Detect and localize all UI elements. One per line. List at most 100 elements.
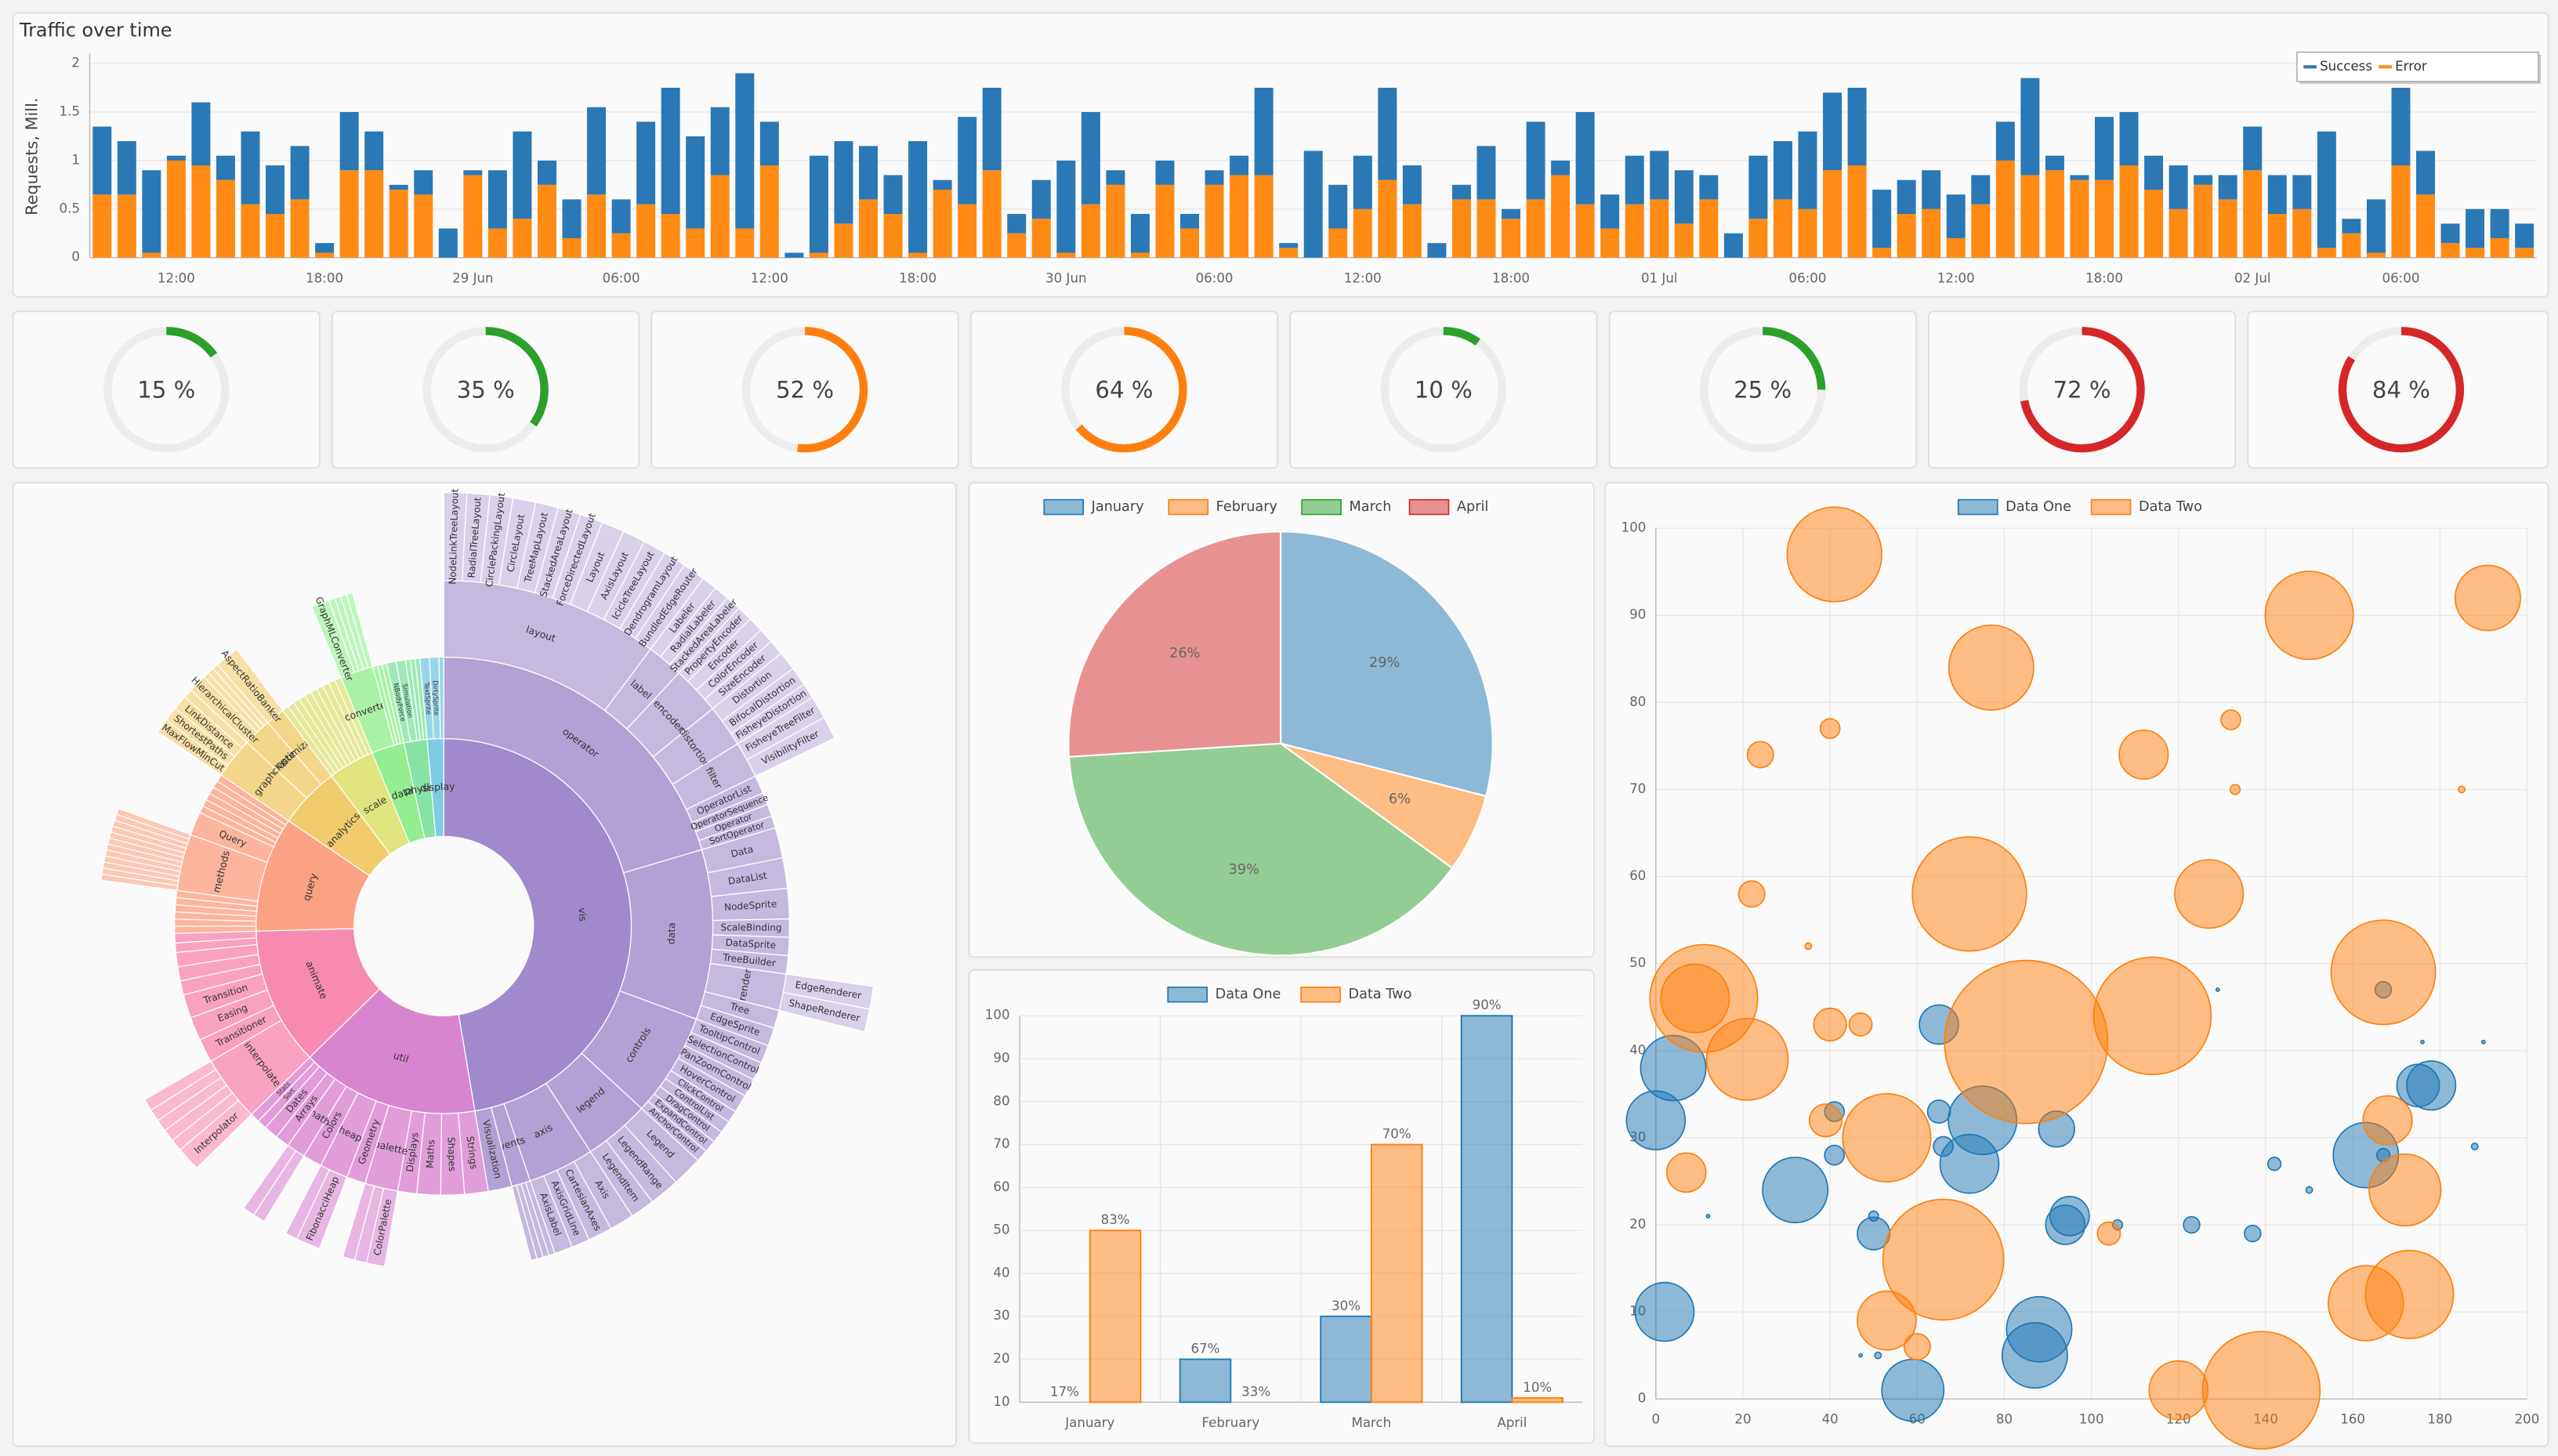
bar-segment xyxy=(92,194,112,258)
bubble xyxy=(2092,956,2212,1076)
panel xyxy=(969,310,1278,469)
bubble xyxy=(1819,718,1841,739)
bubble xyxy=(1858,1353,1863,1358)
bar-segment xyxy=(611,199,631,234)
bar-segment xyxy=(1551,175,1571,258)
bubble xyxy=(2183,1215,2201,1234)
bubble xyxy=(2005,1295,2073,1363)
sunburst-label: util xyxy=(392,1049,410,1065)
bar-label: 67% xyxy=(1191,1342,1220,1356)
bar-label: 83% xyxy=(1101,1212,1130,1227)
legend-swatch xyxy=(1301,498,1342,516)
bar-segment xyxy=(1279,248,1299,258)
bar-segment xyxy=(1922,208,1941,258)
legend-label: April xyxy=(1457,499,1488,515)
bar-segment xyxy=(1847,165,1867,258)
pie-label: 29% xyxy=(1369,655,1400,671)
bubble xyxy=(1813,1007,1847,1042)
gauge-value: 72 % xyxy=(2053,376,2111,403)
bubble xyxy=(2244,1224,2262,1243)
y-tick-label: 1.5 xyxy=(60,103,80,118)
bar-segment xyxy=(537,160,556,185)
bubble xyxy=(2264,570,2354,661)
y-tick-label: 60 xyxy=(993,1179,1009,1194)
bar-segment xyxy=(1451,184,1471,200)
x-tick-label: 0 xyxy=(1652,1412,1661,1427)
bar-segment xyxy=(1353,155,1372,209)
bar-segment xyxy=(1353,208,1372,258)
bar-segment xyxy=(1378,179,1397,258)
bar-segment xyxy=(710,107,730,176)
bar-segment xyxy=(1254,88,1274,176)
bar-segment xyxy=(859,146,878,200)
bubble xyxy=(2118,729,2169,781)
y-tick-label: 90 xyxy=(993,1051,1009,1066)
bubble xyxy=(2220,709,2241,730)
bar-segment xyxy=(315,252,335,258)
bar-segment xyxy=(1081,204,1100,258)
pie-label: 39% xyxy=(1229,862,1259,878)
bar-segment xyxy=(933,190,952,258)
bar-segment xyxy=(2243,126,2263,171)
sunburst-label: display xyxy=(420,781,455,794)
legend-swatch xyxy=(1043,498,1085,516)
legend-label: March xyxy=(1350,499,1392,515)
bar-segment xyxy=(2070,179,2089,258)
bar-segment xyxy=(1303,150,1323,258)
bar xyxy=(1179,1358,1232,1403)
bar-segment xyxy=(513,131,532,219)
gauge-arc xyxy=(2020,327,2145,453)
y-tick-label: 100 xyxy=(985,1008,1010,1023)
x-tick-label: 06:00 xyxy=(1789,270,1827,285)
bar-segment xyxy=(1180,214,1199,229)
gauge-arc xyxy=(1075,327,1187,453)
bar-segment xyxy=(1872,248,1892,258)
bar-segment xyxy=(241,204,260,258)
bar-segment xyxy=(2342,219,2361,234)
legend-label: Data Two xyxy=(2139,499,2202,515)
bar-segment xyxy=(2440,243,2460,258)
bubble xyxy=(2174,859,2245,929)
gauge-value: 35 % xyxy=(457,376,515,403)
legend-swatch xyxy=(1408,498,1450,516)
bubble xyxy=(1737,880,1766,908)
bar-segment xyxy=(487,228,507,258)
legend-label: Data One xyxy=(1216,987,1281,1002)
bar-segment xyxy=(636,121,656,205)
bar-segment xyxy=(216,179,235,258)
y-axis-label: Requests, Mill. xyxy=(23,98,42,216)
pie-slice xyxy=(1067,531,1282,758)
bar-segment xyxy=(2045,155,2064,171)
x-tick-label: 12:00 xyxy=(1344,270,1382,285)
bubble xyxy=(1881,1358,1945,1422)
bar-segment xyxy=(1378,88,1397,180)
bar-segment xyxy=(1575,204,1595,258)
bar-segment xyxy=(1279,243,1299,248)
bubble xyxy=(1874,1351,1882,1360)
bar-segment xyxy=(364,170,384,258)
bar-segment xyxy=(1823,92,1842,171)
bar-segment xyxy=(1798,131,1817,209)
bar-segment xyxy=(1674,170,1694,224)
bar-segment xyxy=(2515,223,2534,248)
bar-segment xyxy=(1922,170,1941,209)
bar-segment xyxy=(784,252,804,258)
bar-segment xyxy=(1056,160,1076,253)
y-tick-label: 0.5 xyxy=(60,201,80,216)
bar-segment xyxy=(438,228,458,258)
bar-segment xyxy=(1823,170,1842,258)
bar-segment xyxy=(834,141,853,224)
bar-segment xyxy=(958,117,977,205)
bar-segment xyxy=(1575,111,1595,205)
bar-segment xyxy=(859,199,878,258)
x-tick-label: 160 xyxy=(2340,1412,2365,1427)
bar-segment xyxy=(1205,184,1224,258)
sunburst-segment xyxy=(438,656,444,740)
sunburst-label: TextSprite xyxy=(422,681,433,715)
bubble xyxy=(2049,1196,2090,1237)
bar xyxy=(1511,1396,1563,1403)
bubble xyxy=(1705,1018,1789,1101)
bar-segment xyxy=(2218,199,2237,258)
bar-segment xyxy=(339,170,359,258)
y-tick-label: 60 xyxy=(1629,868,1646,883)
